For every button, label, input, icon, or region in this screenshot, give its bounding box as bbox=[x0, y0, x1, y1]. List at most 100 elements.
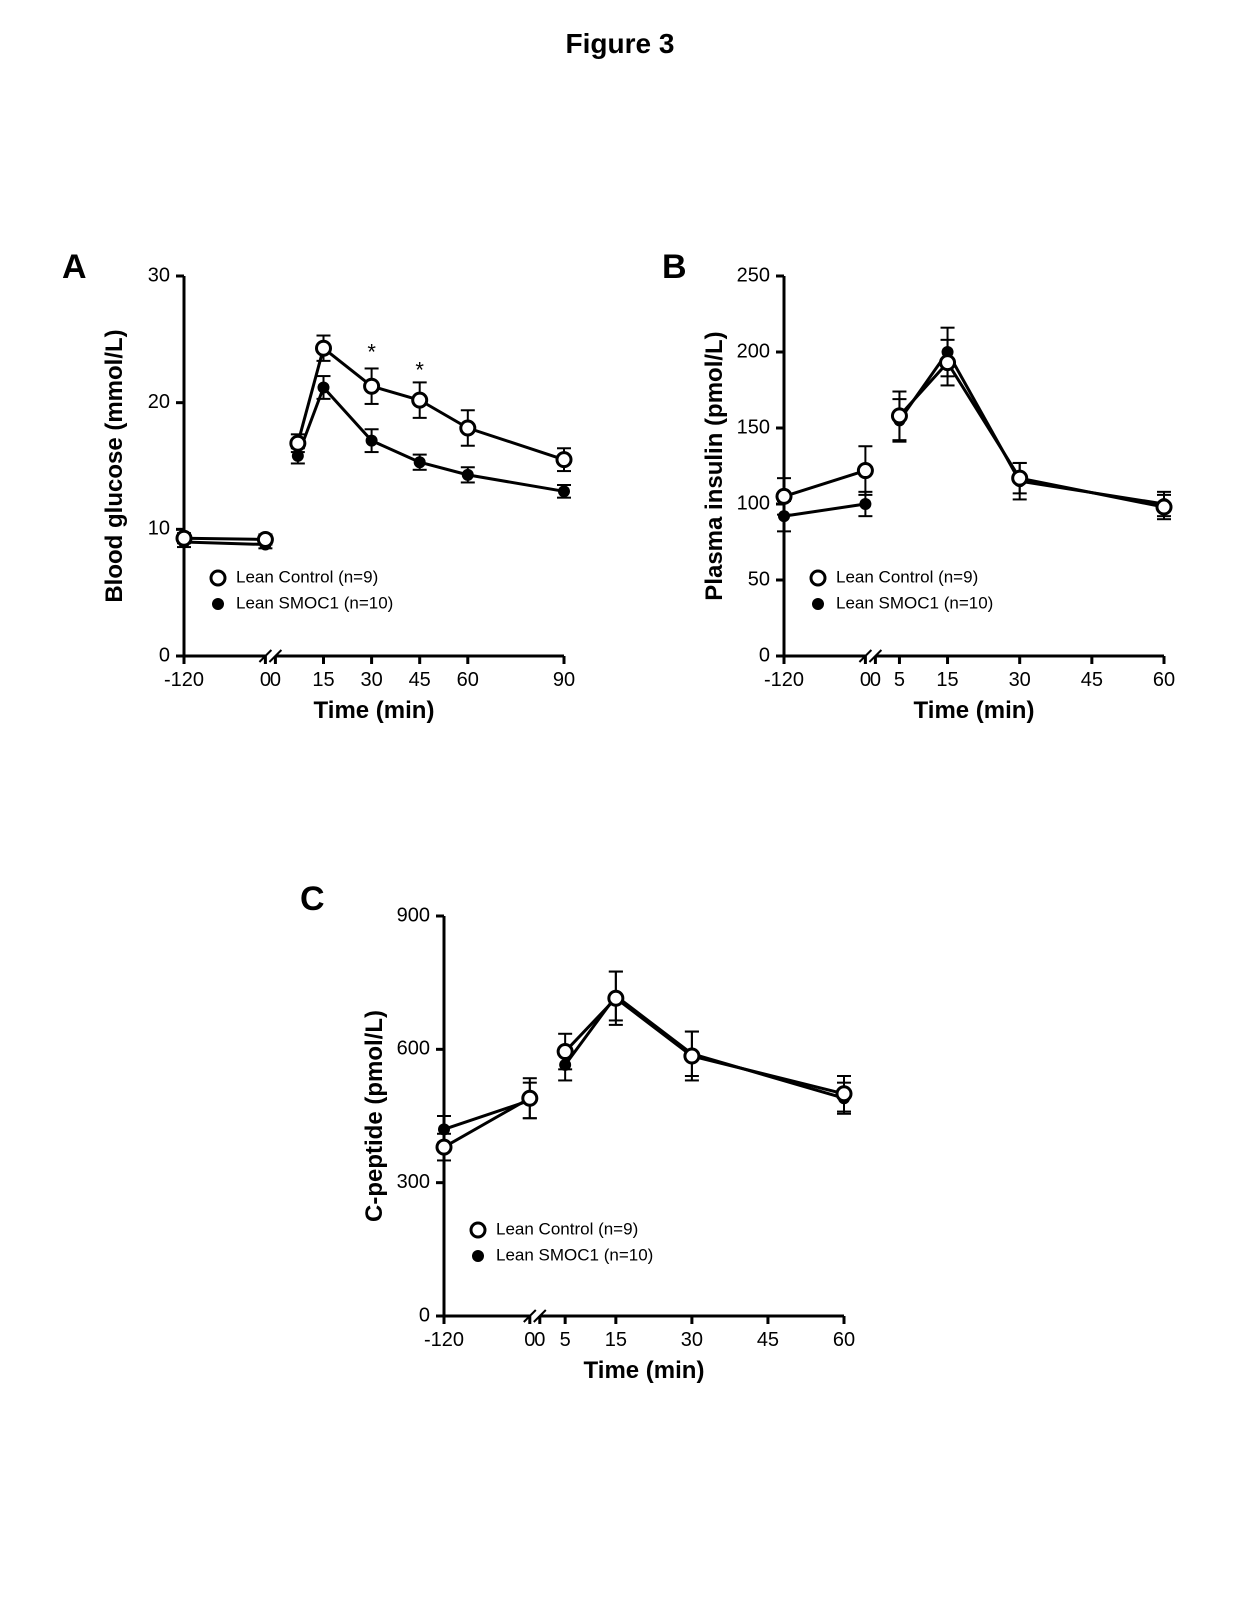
y-tick-label: 200 bbox=[737, 340, 770, 362]
y-tick-label: 0 bbox=[759, 644, 770, 666]
x-axis-label: Time (min) bbox=[584, 1357, 705, 1384]
series-line bbox=[899, 363, 947, 416]
data-marker bbox=[558, 1045, 572, 1059]
y-tick-label: 150 bbox=[737, 416, 770, 438]
x-tick-label: 45 bbox=[757, 1329, 779, 1351]
x-tick-label: 15 bbox=[936, 669, 958, 691]
legend-label: Lean Control (n=9) bbox=[236, 567, 378, 586]
series-line bbox=[616, 996, 692, 1054]
y-tick-label: 0 bbox=[419, 1304, 430, 1326]
data-marker bbox=[211, 571, 225, 585]
y-axis-label: Blood glucose (mmol/L) bbox=[101, 329, 128, 602]
x-tick-label: 30 bbox=[360, 669, 382, 691]
significance-marker: * bbox=[415, 357, 424, 382]
legend-label: Lean SMOC1 (n=10) bbox=[236, 593, 393, 612]
x-tick-label: 0 bbox=[534, 1329, 545, 1351]
data-marker bbox=[291, 436, 305, 450]
x-tick-label: 45 bbox=[1081, 669, 1103, 691]
chart-svg: 050100150200250Plasma insulin (pmol/L)-1… bbox=[700, 260, 1190, 770]
x-tick-label: 0 bbox=[870, 669, 881, 691]
legend-label: Lean Control (n=9) bbox=[836, 567, 978, 586]
data-marker bbox=[438, 1123, 450, 1135]
y-tick-label: 50 bbox=[748, 568, 770, 590]
significance-marker: * bbox=[367, 340, 376, 365]
panel-A: 0102030Blood glucose (mmol/L)-1200015304… bbox=[100, 260, 590, 770]
x-tick-label: 30 bbox=[681, 1329, 703, 1351]
data-marker bbox=[461, 421, 475, 435]
x-tick-label: 30 bbox=[1009, 669, 1031, 691]
data-marker bbox=[258, 532, 272, 546]
series-line bbox=[324, 387, 372, 440]
data-marker bbox=[177, 531, 191, 545]
data-marker bbox=[413, 393, 427, 407]
legend-label: Lean SMOC1 (n=10) bbox=[496, 1245, 653, 1264]
y-axis-label: Plasma insulin (pmol/L) bbox=[701, 331, 728, 600]
x-tick-label: -120 bbox=[764, 669, 804, 691]
x-tick-label: 90 bbox=[553, 669, 575, 691]
legend-label: Lean SMOC1 (n=10) bbox=[836, 593, 993, 612]
data-marker bbox=[812, 598, 824, 610]
chart-svg: 0102030Blood glucose (mmol/L)-1200015304… bbox=[100, 260, 590, 770]
data-marker bbox=[462, 469, 474, 481]
x-tick-label: 45 bbox=[409, 669, 431, 691]
y-tick-label: 10 bbox=[148, 518, 170, 540]
data-marker bbox=[685, 1049, 699, 1063]
data-marker bbox=[472, 1250, 484, 1262]
series-line bbox=[372, 441, 420, 463]
data-marker bbox=[366, 435, 378, 447]
figure-title: Figure 3 bbox=[0, 28, 1240, 60]
panel-label-C: C bbox=[300, 880, 325, 919]
legend-label: Lean Control (n=9) bbox=[496, 1219, 638, 1238]
x-axis-label: Time (min) bbox=[314, 697, 435, 724]
x-tick-label: 60 bbox=[1153, 669, 1175, 691]
series-line bbox=[420, 462, 468, 475]
x-tick-label: -120 bbox=[164, 669, 204, 691]
x-tick-label: 60 bbox=[457, 669, 479, 691]
data-marker bbox=[557, 453, 571, 467]
y-tick-label: 30 bbox=[148, 264, 170, 286]
panel-label-A: A bbox=[62, 248, 87, 287]
series-line bbox=[324, 348, 372, 386]
series-line bbox=[784, 471, 865, 497]
data-marker bbox=[777, 489, 791, 503]
data-marker bbox=[609, 991, 623, 1005]
y-axis-label: C-peptide (pmol/L) bbox=[361, 1010, 388, 1222]
data-marker bbox=[318, 381, 330, 393]
x-tick-label: 5 bbox=[894, 669, 905, 691]
y-tick-label: 0 bbox=[159, 644, 170, 666]
data-marker bbox=[437, 1140, 451, 1154]
series-line bbox=[468, 428, 564, 460]
x-tick-label: -120 bbox=[424, 1329, 464, 1351]
y-tick-label: 900 bbox=[397, 904, 430, 926]
chart-svg: 0300600900C-peptide (pmol/L)-12000515304… bbox=[350, 900, 880, 1440]
panel-label-B: B bbox=[662, 248, 687, 287]
x-tick-label: 15 bbox=[605, 1329, 627, 1351]
data-marker bbox=[559, 1059, 571, 1071]
series-line bbox=[692, 1056, 844, 1094]
x-tick-label: 5 bbox=[560, 1329, 571, 1351]
data-marker bbox=[471, 1223, 485, 1237]
y-tick-label: 600 bbox=[397, 1038, 430, 1060]
data-marker bbox=[212, 598, 224, 610]
data-marker bbox=[892, 409, 906, 423]
data-marker bbox=[317, 341, 331, 355]
data-marker bbox=[778, 510, 790, 522]
series-line bbox=[1020, 478, 1164, 507]
y-tick-label: 100 bbox=[737, 492, 770, 514]
y-tick-label: 20 bbox=[148, 391, 170, 413]
y-tick-label: 250 bbox=[737, 264, 770, 286]
series-line bbox=[184, 538, 265, 539]
series-line bbox=[184, 542, 265, 545]
data-marker bbox=[811, 571, 825, 585]
x-tick-label: 60 bbox=[833, 1329, 855, 1351]
panel-B: 050100150200250Plasma insulin (pmol/L)-1… bbox=[700, 260, 1190, 770]
series-line bbox=[565, 998, 616, 1051]
data-marker bbox=[558, 485, 570, 497]
series-line bbox=[616, 998, 692, 1056]
data-marker bbox=[837, 1087, 851, 1101]
y-tick-label: 300 bbox=[397, 1171, 430, 1193]
data-marker bbox=[941, 356, 955, 370]
data-marker bbox=[523, 1091, 537, 1105]
data-marker bbox=[365, 379, 379, 393]
series-line bbox=[468, 475, 564, 491]
